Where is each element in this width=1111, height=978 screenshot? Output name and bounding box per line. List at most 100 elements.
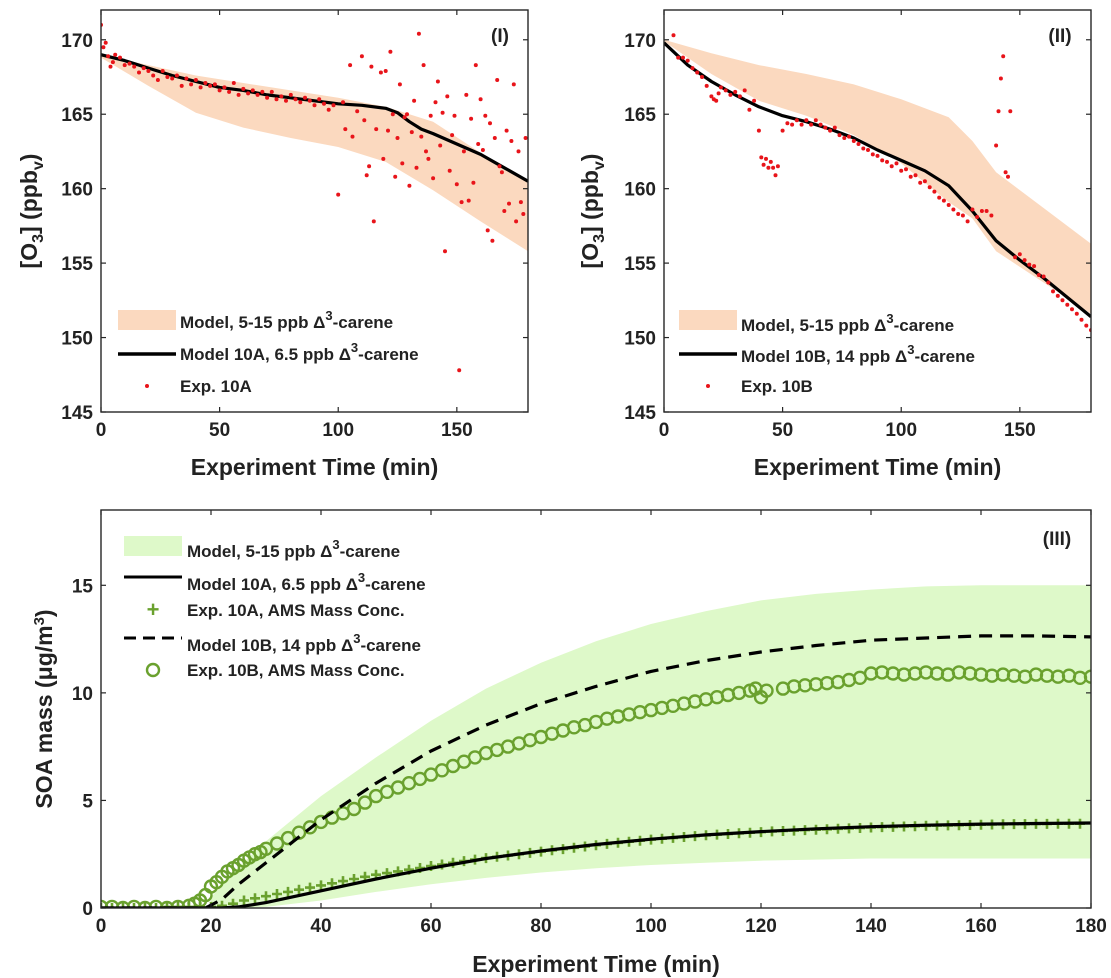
exp-point [970, 207, 975, 212]
exp-10a-point [294, 884, 304, 895]
y-tick-label: 155 [624, 254, 656, 275]
exp-point [478, 97, 483, 102]
exp-point [989, 213, 994, 218]
exp-point [471, 180, 476, 185]
exp-point [790, 122, 795, 127]
exp-point [246, 91, 251, 96]
exp-point [407, 183, 412, 188]
y-tick-label: 150 [61, 329, 93, 350]
exp-point [388, 49, 393, 54]
exp-point [671, 33, 676, 38]
exp-point [700, 75, 704, 79]
exp-10a-point [327, 878, 337, 889]
exp-point [293, 97, 298, 102]
exp-point [419, 134, 424, 139]
plot-frame [663, 9, 1092, 413]
y-tick-label: 0 [82, 899, 93, 920]
exp-point [951, 207, 956, 212]
y-tick-label: 165 [61, 105, 93, 126]
exp-point [421, 63, 426, 68]
exp-10b-point [1083, 669, 1091, 684]
exp-point [768, 159, 773, 164]
exp-point [799, 122, 804, 127]
exp-point [428, 113, 433, 118]
exp-point [521, 212, 526, 216]
exp-point [203, 81, 208, 85]
exp-10b-point [357, 795, 373, 810]
exp-point [393, 174, 398, 179]
x-tick-label: 80 [530, 916, 551, 937]
legend-line-label: Model 10B, 14 ppb Δ3-carene [741, 342, 975, 366]
exp-point [681, 55, 685, 60]
exp-point [922, 179, 927, 184]
exp-point [416, 31, 421, 36]
exp-10b-point [280, 830, 296, 846]
exp-10a-point [283, 886, 293, 897]
exp-point [975, 215, 980, 219]
exp-point [160, 69, 165, 73]
exp-point [137, 70, 141, 75]
exp-point [438, 143, 443, 148]
legend-line-label: Model 10A, 6.5 ppb Δ3-carene [180, 340, 419, 364]
exp-point [208, 83, 213, 88]
exp-point [998, 76, 1003, 81]
exp-point [764, 156, 768, 161]
exp-point [1065, 302, 1070, 307]
legend-points-b-label: Exp. 10B, AMS Mass Conc. [187, 661, 405, 680]
exp-point [1084, 323, 1089, 328]
exp-point [904, 167, 908, 172]
x-axis-title: Experiment Time (min) [754, 454, 1002, 480]
exp-point [217, 88, 222, 93]
panel-label: (I) [491, 26, 509, 47]
exp-point [488, 121, 492, 126]
exp-point [704, 83, 709, 88]
y-tick-label: 10 [72, 684, 93, 705]
exp-point [326, 107, 331, 112]
y-axis-title: [O3] (ppbv) [16, 154, 47, 269]
exp-point [918, 180, 923, 185]
exp-point [184, 76, 189, 81]
model-10a-line [101, 821, 1091, 908]
exp-point [464, 92, 469, 97]
exp-point [483, 113, 488, 118]
legend: Model, 5-15 ppb Δ3-carene Model 10A, 6.5… [124, 536, 426, 680]
exp-point [1051, 289, 1055, 294]
exp-point [198, 85, 203, 90]
exp-point [174, 73, 179, 78]
exp-10a-point [250, 893, 260, 904]
exp-point [1003, 170, 1008, 175]
exp-point [514, 219, 519, 224]
legend-circle-marker [145, 662, 161, 678]
exp-point [241, 86, 246, 91]
x-axis-title: Experiment Time (min) [191, 454, 439, 480]
exp-point [1008, 109, 1013, 114]
model-range-band [211, 585, 1091, 908]
exp-point [359, 54, 364, 59]
exp-point [284, 98, 288, 103]
exp-10a-point [338, 876, 348, 887]
exp-point [780, 128, 785, 133]
exp-point [785, 121, 790, 126]
x-tick-label: 100 [885, 420, 917, 441]
exp-point [341, 100, 345, 105]
exp-point [312, 103, 317, 108]
exp-point [737, 94, 742, 99]
exp-point [473, 63, 478, 68]
exp-point [889, 164, 894, 169]
panel-label: (II) [1048, 26, 1071, 47]
x-tick-label: 20 [200, 916, 221, 937]
exp-point [723, 88, 728, 93]
exp-point [378, 70, 383, 75]
exp-point [236, 92, 241, 97]
exp-point [804, 118, 809, 123]
y-tick-label: 145 [624, 403, 656, 424]
exp-point [813, 118, 818, 123]
exp-10b-point [115, 900, 131, 908]
exp-point [440, 110, 445, 115]
exp-point [733, 89, 738, 94]
exp-point [752, 98, 757, 103]
x-tick-label: 100 [635, 916, 667, 937]
exp-point [113, 52, 118, 57]
exp-10a-point [272, 889, 282, 899]
legend-band-swatch [679, 310, 737, 330]
